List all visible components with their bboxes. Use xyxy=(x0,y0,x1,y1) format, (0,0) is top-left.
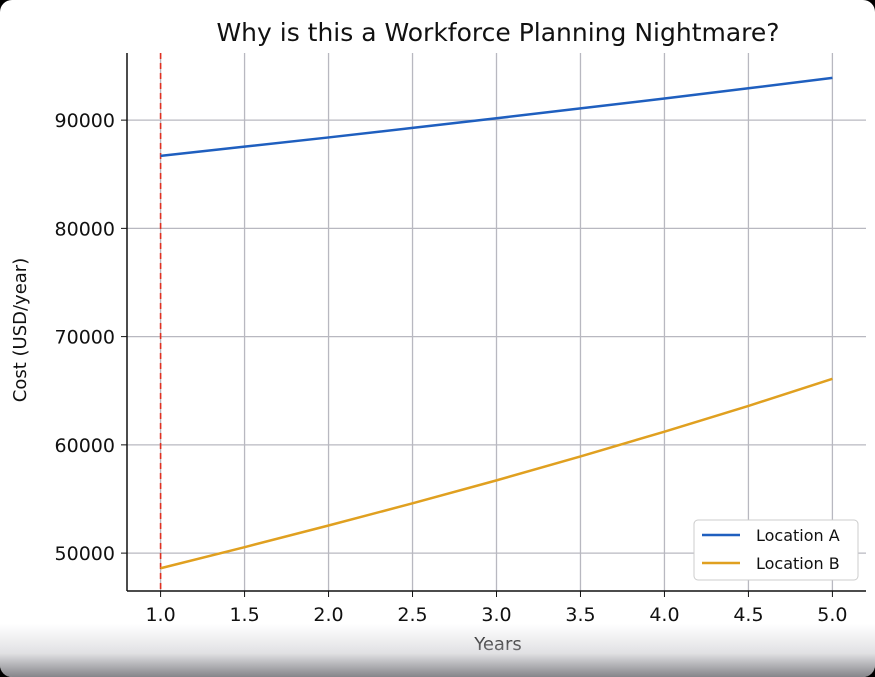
y-axis-label: Cost (USD/year) xyxy=(10,258,31,402)
grid-lines xyxy=(127,53,866,591)
y-tick-label-1: 60000 xyxy=(55,435,115,457)
y-tick-label-4: 90000 xyxy=(55,110,115,132)
series-lines xyxy=(160,76,833,570)
y-tick-label-3: 80000 xyxy=(55,218,115,240)
x-tick-labels: 1.0 1.5 2.0 2.5 3.0 3.5 4.0 4.5 5.0 xyxy=(145,604,847,626)
x-tick-label-3: 2.5 xyxy=(397,604,427,626)
legend: Location A Location B xyxy=(693,519,859,581)
chart-title: Why is this a Workforce Planning Nightma… xyxy=(216,18,779,47)
series-line-location-b xyxy=(160,377,833,570)
y-tick-label-0: 50000 xyxy=(55,543,115,565)
axes xyxy=(121,53,866,597)
y-tick-label-2: 70000 xyxy=(55,327,115,349)
x-tick-label-1: 1.5 xyxy=(229,604,259,626)
x-tick-label-6: 4.0 xyxy=(649,604,679,626)
y-tick-labels: 50000 60000 70000 80000 90000 xyxy=(55,110,115,565)
legend-label-location-a: Location A xyxy=(756,526,840,545)
series-line-location-a xyxy=(160,76,833,158)
x-axis-label: Years xyxy=(473,634,522,655)
x-tick-label-4: 3.0 xyxy=(481,604,511,626)
legend-label-location-b: Location B xyxy=(756,554,840,573)
x-tick-label-7: 4.5 xyxy=(733,604,763,626)
x-tick-label-0: 1.0 xyxy=(145,604,175,626)
x-tick-label-8: 5.0 xyxy=(817,604,847,626)
x-tick-label-5: 3.5 xyxy=(565,604,595,626)
x-tick-label-2: 2.0 xyxy=(313,604,343,626)
